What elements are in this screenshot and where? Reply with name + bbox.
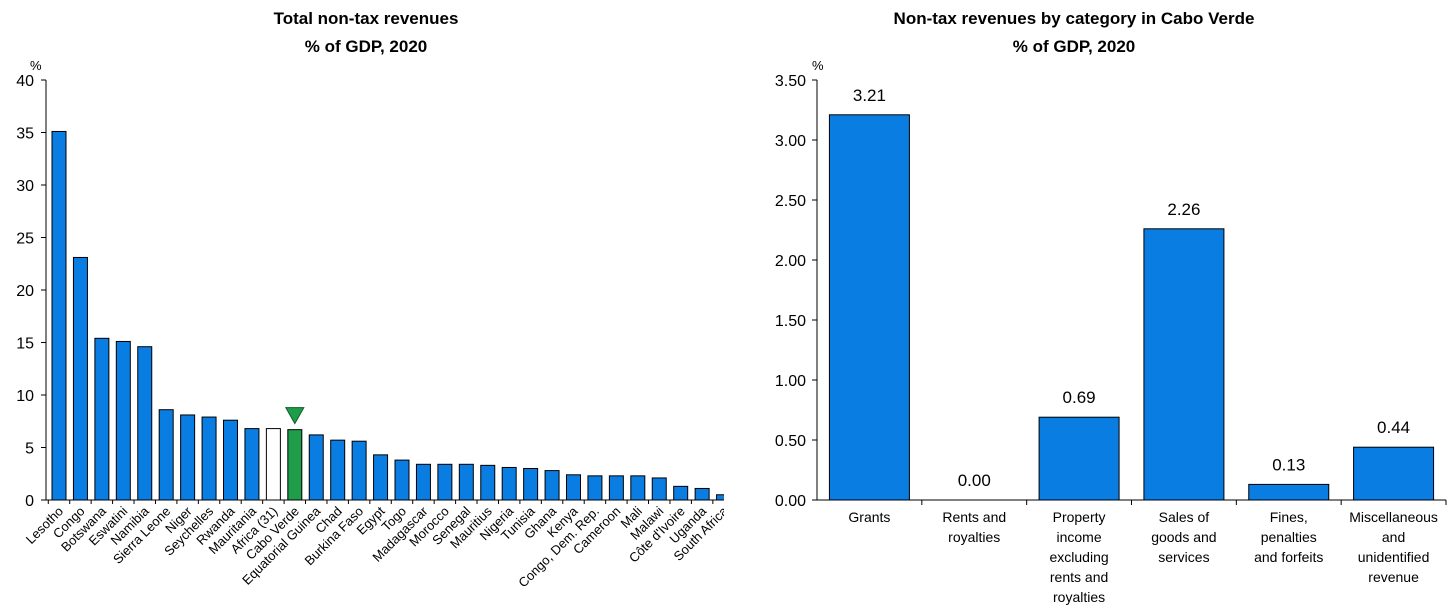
y-tick-label: 30 — [16, 178, 34, 195]
bar — [651, 477, 667, 501]
x-tick-label-line: Rents and — [942, 509, 1006, 525]
bar — [330, 439, 346, 501]
bar — [458, 463, 474, 501]
bar — [587, 475, 603, 501]
chart-title: Non-tax revenues by category in Cabo Ver… — [894, 9, 1255, 28]
highlight-marker — [284, 407, 305, 425]
bar — [1038, 416, 1120, 501]
data-label: 0.00 — [958, 471, 991, 490]
x-tick-label-line: Sales of — [1159, 509, 1210, 525]
bar — [137, 346, 153, 501]
y-tick-label: 10 — [16, 388, 34, 405]
data-label: 2.26 — [1167, 200, 1200, 219]
x-tick-label-line: excluding — [1050, 549, 1109, 565]
bar — [1353, 446, 1435, 501]
bar — [244, 428, 260, 501]
x-tick-label-line: and — [1382, 529, 1405, 545]
y-axis-label: % — [812, 58, 824, 73]
bar — [94, 337, 110, 501]
chart-title: Total non-tax revenues — [274, 9, 459, 28]
bar — [694, 487, 710, 501]
bar — [265, 428, 281, 501]
data-label: 0.44 — [1377, 418, 1410, 437]
x-tick-label-line: Miscellaneous — [1349, 509, 1438, 525]
x-tick-label: Rents and royalties — [942, 509, 1006, 545]
x-tick-label-line: rents and — [1050, 569, 1108, 585]
y-tick-label: 2.50 — [775, 193, 806, 210]
bar — [308, 434, 324, 501]
data-label: 0.13 — [1272, 455, 1305, 474]
bar — [437, 463, 453, 501]
bar — [673, 485, 689, 501]
y-tick-label: 15 — [16, 336, 34, 353]
y-tick-label: 1.50 — [775, 313, 806, 330]
bar — [394, 459, 410, 501]
bar — [158, 409, 174, 501]
bar — [566, 474, 581, 501]
y-tick-label: 5 — [25, 441, 34, 458]
x-tick-label-line: Property — [1053, 509, 1106, 525]
y-tick-label: 20 — [16, 283, 34, 300]
y-tick-label: 35 — [16, 126, 34, 143]
bar — [1248, 483, 1330, 501]
x-tick-label-line: unidentified — [1358, 549, 1430, 565]
y-tick-label: 3.50 — [775, 73, 806, 90]
bar — [828, 114, 910, 501]
y-tick-label: 1.00 — [775, 373, 806, 390]
bar — [415, 463, 431, 501]
chart-subtitle: % of GDP, 2020 — [1013, 37, 1136, 56]
bar — [501, 466, 517, 501]
bar — [287, 429, 303, 501]
bar — [351, 440, 367, 501]
bar — [373, 454, 389, 501]
x-tick-label-line: services — [1158, 549, 1209, 565]
y-tick-label: 0.00 — [775, 493, 806, 510]
x-tick-label-line: revenue — [1368, 569, 1419, 585]
bar — [223, 419, 238, 501]
x-tick-label-line: Fines, — [1270, 509, 1308, 525]
bar — [72, 256, 88, 501]
x-tick-label: Fines, penalties and forfeits — [1254, 509, 1323, 565]
y-tick-label: 3.00 — [775, 133, 806, 150]
chart-total-non-tax-revenues: Total non-tax revenues % of GDP, 2020 % … — [16, 9, 724, 590]
x-tick-label-line: royalties — [1053, 589, 1105, 605]
x-tick-label-line: income — [1057, 529, 1102, 545]
bar — [1143, 228, 1225, 501]
x-tick-label: Property income excluding rents and royaltie… — [1050, 509, 1109, 605]
x-tick-label-line: royalties — [948, 529, 1000, 545]
bar — [716, 494, 724, 501]
x-tick-label: Grants — [848, 509, 890, 525]
bar — [480, 464, 496, 501]
x-tick-label-line: goods and — [1151, 529, 1216, 545]
bar — [630, 475, 646, 501]
bar — [523, 468, 539, 501]
y-tick-label: 40 — [16, 73, 34, 90]
chart-non-tax-by-category: Non-tax revenues by category in Cabo Ver… — [775, 9, 1447, 605]
x-tick-label-line: penalties — [1261, 529, 1317, 545]
bar — [51, 130, 67, 501]
y-tick-label: 0.50 — [775, 433, 806, 450]
x-tick-label: Miscellaneous and unidentified revenue — [1349, 509, 1438, 585]
bar — [544, 470, 560, 501]
y-tick-label: 0 — [25, 493, 34, 510]
y-axis-label: % — [30, 58, 42, 73]
x-tick-label-line: and forfeits — [1254, 549, 1323, 565]
chart-subtitle: % of GDP, 2020 — [305, 37, 428, 56]
data-label: 3.21 — [853, 86, 886, 105]
y-tick-label: 2.00 — [775, 253, 806, 270]
bar — [608, 475, 624, 501]
x-tick-label-line: Grants — [848, 509, 890, 525]
data-label: 0.69 — [1063, 388, 1096, 407]
bar — [115, 340, 131, 501]
x-tick-label: Sales of goods and services — [1151, 509, 1216, 565]
y-tick-label: 25 — [16, 231, 34, 248]
bar — [201, 416, 217, 501]
bar — [180, 414, 196, 501]
